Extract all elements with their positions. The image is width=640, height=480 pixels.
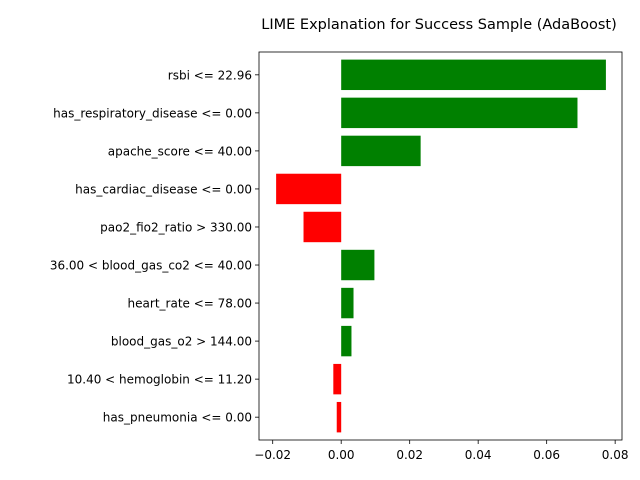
x-axis-ticks: −0.02 0.00 0.02 0.04 0.06 0.08 — [254, 440, 629, 462]
y-tick-label: apache_score <= 40.00 — [108, 144, 252, 158]
y-tick-label: has_pneumonia <= 0.00 — [103, 411, 252, 425]
y-tick-label: has_respiratory_disease <= 0.00 — [53, 106, 252, 120]
y-axis-ticks: rsbi <= 22.96 has_respiratory_disease <= … — [50, 68, 259, 425]
bar-3 — [276, 173, 342, 205]
bar-0 — [341, 59, 606, 91]
bar-1 — [341, 97, 578, 129]
chart-title: LIME Explanation for Success Sample (Ada… — [261, 17, 616, 33]
bar-2 — [341, 135, 421, 167]
bar-6 — [341, 287, 354, 319]
x-tick-label: 0.04 — [465, 448, 492, 462]
bar-9 — [336, 401, 342, 433]
bar-5 — [341, 249, 375, 281]
y-tick-label: 10.40 < hemoglobin <= 11.20 — [67, 373, 252, 387]
x-tick-label: −0.02 — [254, 448, 291, 462]
y-tick-label: 36.00 < blood_gas_co2 <= 40.00 — [50, 259, 252, 273]
x-tick-label: 0.00 — [328, 448, 355, 462]
y-tick-label: rsbi <= 22.96 — [168, 68, 252, 82]
y-tick-label: blood_gas_o2 > 144.00 — [111, 335, 252, 349]
bar-7 — [341, 325, 352, 357]
plot-area-frame — [258, 51, 623, 441]
y-tick-label: heart_rate <= 78.00 — [128, 297, 252, 311]
x-tick-label: 0.02 — [396, 448, 423, 462]
bar-4 — [303, 211, 342, 243]
x-tick-label: 0.08 — [602, 448, 629, 462]
axes-frame — [258, 51, 623, 441]
y-tick-label: pao2_fio2_ratio > 330.00 — [100, 220, 252, 234]
y-tick-label: has_cardiac_disease <= 0.00 — [75, 182, 252, 196]
bar-8 — [333, 363, 342, 395]
bars-group — [276, 59, 606, 433]
x-tick-label: 0.06 — [533, 448, 560, 462]
